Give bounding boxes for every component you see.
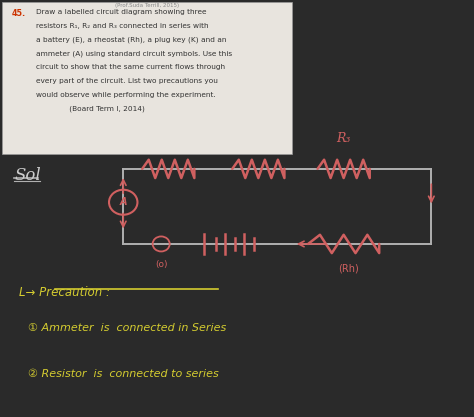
Text: (Board Term I, 2014): (Board Term I, 2014) [36,106,145,112]
Text: circuit to show that the same current flows through: circuit to show that the same current fl… [36,64,225,70]
Text: ② Resistor  is  connected to series: ② Resistor is connected to series [28,369,219,379]
Text: R₁: R₁ [161,132,175,145]
Text: (o): (o) [155,260,167,269]
Text: a battery (E), a rheostat (Rh), a plug key (K) and an: a battery (E), a rheostat (Rh), a plug k… [36,37,226,43]
FancyBboxPatch shape [2,2,292,154]
Text: (Prof.Suda Terrill, 2015): (Prof.Suda Terrill, 2015) [115,3,179,8]
Text: R₂: R₂ [251,132,265,145]
Text: ammeter (A) using standard circuit symbols. Use this: ammeter (A) using standard circuit symbo… [36,50,232,57]
Text: Draw a labelled circuit diagram showing three: Draw a labelled circuit diagram showing … [36,9,206,15]
Text: (Rh): (Rh) [338,264,359,274]
Text: ① Ammeter  is  connected in Series: ① Ammeter is connected in Series [28,323,227,333]
Text: resistors R₁, R₂ and R₃ connected in series with: resistors R₁, R₂ and R₃ connected in ser… [36,23,208,29]
Text: every part of the circuit. List two precautions you: every part of the circuit. List two prec… [36,78,218,84]
Text: Sol: Sol [14,167,41,184]
Text: L→ Precaution :: L→ Precaution : [19,286,110,299]
Text: would observe while performing the experiment.: would observe while performing the exper… [36,92,215,98]
Text: 45.: 45. [12,9,26,18]
Text: R₃: R₃ [337,132,351,145]
Text: A: A [119,197,127,207]
